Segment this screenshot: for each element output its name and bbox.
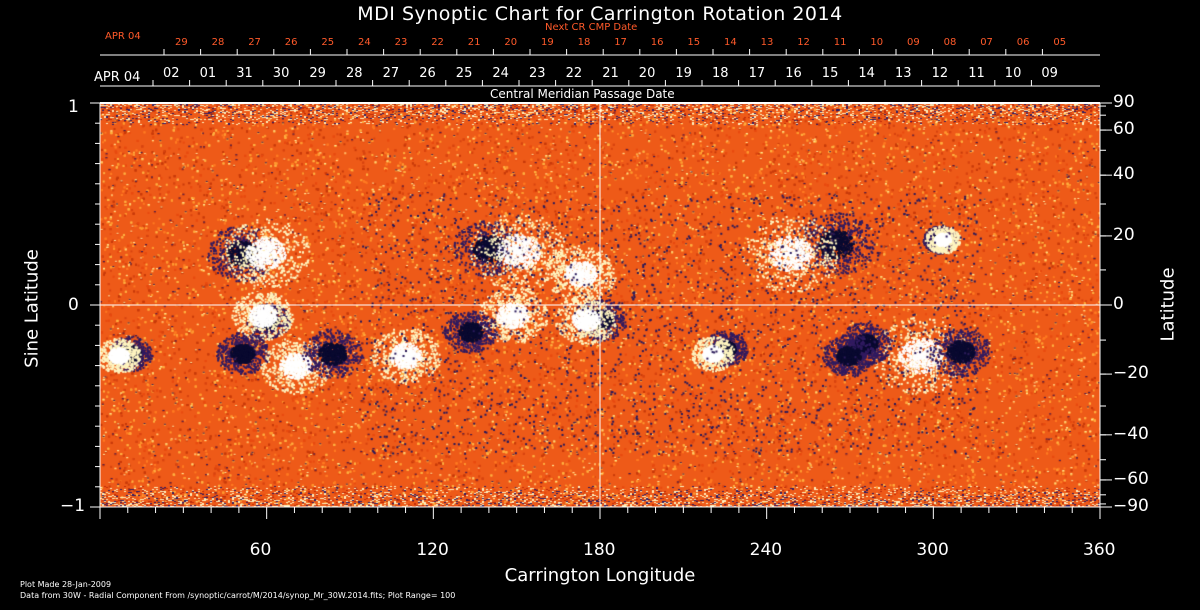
cmp-date: 12 xyxy=(931,66,949,81)
next-cr-date: 16 xyxy=(650,37,664,48)
cmp-date: 14 xyxy=(858,66,875,81)
next-cr-date: 14 xyxy=(724,37,737,48)
right-tick-label: 60 xyxy=(1113,119,1135,140)
left-tick-1: 1 xyxy=(68,97,79,117)
left-tick-minus1: −1 xyxy=(60,496,86,516)
data-source-note: Data from 30W - Radial Component From /s… xyxy=(20,591,456,600)
next-cr-date: 28 xyxy=(211,37,225,48)
bottom-tick-label: 180 xyxy=(583,540,616,560)
bottom-tick-label: 60 xyxy=(249,540,272,560)
cmp-date: 13 xyxy=(895,66,912,81)
next-cr-date: 05 xyxy=(1053,37,1067,48)
cmp-date: 19 xyxy=(675,66,692,81)
right-tick-label: −20 xyxy=(1113,363,1149,384)
right-tick-label: 20 xyxy=(1113,224,1135,245)
cmp-date: 25 xyxy=(455,66,473,81)
next-cr-date: 07 xyxy=(980,37,993,48)
cmp-date: 29 xyxy=(309,66,326,81)
next-cr-date: 19 xyxy=(541,37,554,48)
cmp-date: 26 xyxy=(419,66,436,81)
next-cr-start-label: APR 04 xyxy=(105,31,141,42)
next-cr-date: 18 xyxy=(577,37,591,48)
cmp-date: 30 xyxy=(272,66,290,81)
next-cr-date: 17 xyxy=(614,37,627,48)
bottom-axis-title: Carrington Longitude xyxy=(504,565,696,586)
cmp-date: 01 xyxy=(199,66,217,81)
next-cr-date: 13 xyxy=(760,37,774,48)
bottom-tick-label: 300 xyxy=(916,540,949,560)
next-cr-date: 24 xyxy=(358,37,371,48)
next-cr-date: 22 xyxy=(431,37,444,48)
cmp-date: 18 xyxy=(712,66,729,81)
next-cr-date: 10 xyxy=(870,37,884,48)
cmp-axis-label: Central Meridian Passage Date xyxy=(490,87,675,101)
cmp-date: 28 xyxy=(346,66,363,81)
plot-made-note: Plot Made 28-Jan-2009 xyxy=(20,580,112,589)
cmp-date: 16 xyxy=(785,66,802,81)
cmp-date: 11 xyxy=(968,66,985,81)
cmp-date: 17 xyxy=(748,66,766,81)
cmp-date: 10 xyxy=(1004,66,1022,81)
bottom-tick-label: 360 xyxy=(1083,540,1116,560)
cmp-date: 15 xyxy=(821,66,839,81)
cmp-date: 24 xyxy=(492,66,509,81)
right-axis-title: Latitude xyxy=(1157,267,1179,342)
next-cr-date: 12 xyxy=(797,37,810,48)
cmp-date: 23 xyxy=(529,66,546,81)
next-cr-date: 26 xyxy=(284,37,298,48)
right-tick-label: 40 xyxy=(1113,164,1135,185)
right-tick-label: −60 xyxy=(1113,468,1149,489)
cmp-date: 02 xyxy=(163,66,180,81)
next-cr-date: 21 xyxy=(467,37,481,48)
right-tick-label: 0 xyxy=(1113,294,1124,314)
chart-title: MDI Synoptic Chart for Carrington Rotati… xyxy=(357,3,843,25)
cmp-date: 22 xyxy=(565,66,583,81)
bottom-tick-label: 120 xyxy=(416,540,449,560)
right-tick-label: −40 xyxy=(1113,423,1149,444)
next-cr-date: 09 xyxy=(907,37,920,48)
cmp-date: 20 xyxy=(638,66,656,81)
cmp-date: 31 xyxy=(236,66,253,81)
next-cr-date: 23 xyxy=(394,37,408,48)
next-cr-date: 11 xyxy=(833,37,847,48)
left-axis-title: Sine Latitude xyxy=(21,249,43,368)
next-cr-date: 27 xyxy=(248,37,261,48)
next-cr-date: 20 xyxy=(504,37,518,48)
cmp-date: 09 xyxy=(1041,66,1058,81)
cmp-start-label: APR 04 xyxy=(94,70,141,85)
next-cr-date: 25 xyxy=(321,37,335,48)
cmp-date: 27 xyxy=(382,66,400,81)
right-tick-label: 90 xyxy=(1113,92,1135,112)
next-cr-date: 06 xyxy=(1016,37,1030,48)
right-tick-label: −90 xyxy=(1113,496,1149,516)
next-cr-date: 15 xyxy=(687,37,701,48)
next-cr-label: Next CR CMP Date xyxy=(545,22,638,33)
next-cr-date: 08 xyxy=(943,37,957,48)
next-cr-date: 29 xyxy=(175,37,188,48)
bottom-tick-label: 240 xyxy=(749,540,783,560)
cmp-date: 21 xyxy=(602,66,619,81)
left-tick-0: 0 xyxy=(68,295,79,315)
